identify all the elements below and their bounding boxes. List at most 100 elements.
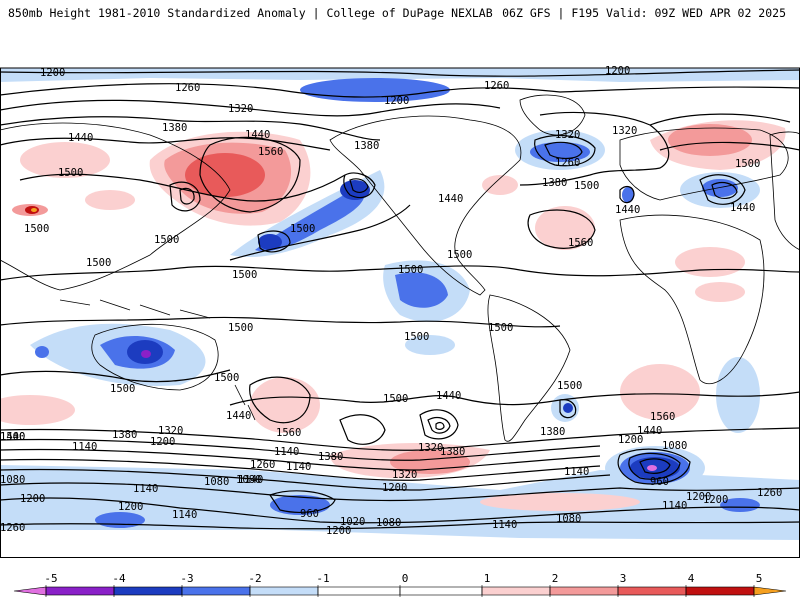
anomaly-area (258, 234, 282, 250)
contour-label: 1260 (757, 487, 782, 499)
anomaly-area (35, 346, 49, 358)
contour-label: 1320 (158, 425, 183, 437)
contour-label: 1380 (162, 122, 187, 134)
contour-label: 1200 (326, 525, 351, 537)
contour-label: 1260 (175, 82, 200, 94)
contour-label: 1500 (58, 167, 83, 179)
contour-line (0, 438, 601, 461)
map-title: 850mb Height 1981-2010 Standardized Anom… (8, 6, 493, 20)
contour-label: 1200 (605, 65, 630, 77)
colorbar-segment (685, 586, 755, 596)
contour-label: 1380 (318, 451, 343, 463)
colorbar-segment (481, 586, 551, 596)
contour-label: 1080 (556, 513, 581, 525)
north-america-coast (329, 115, 522, 296)
anomaly-area (250, 377, 320, 433)
contour-line (229, 204, 411, 261)
contour-label: 1500 (214, 372, 239, 384)
contour-line (527, 209, 596, 249)
anomaly-area (695, 282, 745, 302)
contour-line (659, 141, 800, 151)
contour-label: 1500 (24, 223, 49, 235)
contour-line (0, 369, 231, 383)
contour-label: 1500 (574, 180, 599, 192)
contour-labels: 1200 1200 1260 1320 1380 1440 1440 1500 … (0, 65, 782, 537)
contour-label: 1140 (564, 466, 589, 478)
anomaly-area (702, 179, 738, 197)
colorbar-tick-label: -3 (180, 572, 193, 585)
contour-line (0, 137, 331, 151)
anomaly-area (482, 175, 518, 195)
contour-label: 1260 (484, 80, 509, 92)
anomaly-area (716, 357, 760, 433)
contour-label: 1440 (436, 390, 461, 402)
contour-label: 1080 (0, 474, 25, 486)
contour-line (619, 185, 635, 204)
colorbar-tick-label: 1 (484, 572, 491, 585)
contour-label: 1500 (557, 380, 582, 392)
contour-line (519, 111, 670, 186)
contour-line (179, 187, 195, 205)
contour-line (0, 69, 800, 77)
contour-label: 1440 (615, 204, 640, 216)
anomaly-area (20, 142, 110, 178)
colorbar-segment (45, 586, 115, 596)
contour-label: 1140 (286, 461, 311, 473)
contour-label: 1320 (418, 442, 443, 454)
anomaly-area (563, 403, 573, 413)
anomaly-area (340, 180, 370, 200)
anomaly-area (405, 335, 455, 355)
colorbar-tick-label: -5 (44, 572, 57, 585)
contour-line (0, 427, 800, 451)
contour-label: 1200 (118, 501, 143, 513)
contour-line (419, 409, 459, 440)
contour-label: 1500 (290, 223, 315, 235)
contour-label: 1560 (650, 411, 675, 423)
contour-label: 1260 (555, 157, 580, 169)
height-contours (0, 69, 800, 530)
contour-label: 1500 (86, 257, 111, 269)
contour-line (699, 174, 746, 205)
anomaly-area (668, 124, 752, 156)
contour-label: 1080 (204, 476, 229, 488)
anomaly-area (675, 247, 745, 277)
contour-label: 1440 (730, 202, 755, 214)
colorbar-segment (399, 586, 483, 596)
colorbar-right-arrow (753, 586, 787, 596)
contour-line (649, 113, 791, 126)
contour-line (199, 136, 301, 213)
contour-label: 1320 (555, 129, 580, 141)
contour-label: 1260 (250, 459, 275, 471)
contour-line (343, 172, 376, 199)
colorbar-segment (249, 586, 319, 596)
contour-label: 1200 (40, 67, 65, 79)
colorbar-segment (181, 586, 251, 596)
contour-label: 1380 (440, 446, 465, 458)
contour-label: 1500 (404, 331, 429, 343)
contour-label: 1500 (383, 393, 408, 405)
contour-line (559, 399, 577, 419)
anomaly-area (85, 190, 135, 210)
south-america-coast (487, 294, 571, 442)
contour-label: 1140 (72, 441, 97, 453)
contour-label: 1140 (662, 500, 687, 512)
contour-label: 1200 (618, 434, 643, 446)
contour-label: 1380 (540, 426, 565, 438)
anomaly-area (620, 364, 700, 420)
europe-coast (619, 127, 789, 201)
contour-label: 1500 (0, 431, 25, 443)
anomaly-area (720, 498, 760, 512)
greenland-coast (519, 94, 586, 136)
contour-line (427, 416, 451, 434)
anomaly-area (31, 208, 37, 212)
contour-line (0, 468, 611, 491)
anomaly-area (255, 185, 365, 252)
colorbar-tick-label: -4 (112, 572, 126, 585)
contour-label: 1440 (245, 129, 270, 141)
contour-line (0, 458, 601, 481)
contour-label: 1560 (276, 427, 301, 439)
contour-label: 1140 (492, 519, 517, 531)
contour-label: 1380 (112, 429, 137, 441)
colorbar-tick-label: 5 (756, 572, 763, 585)
colorbar-segment (549, 586, 619, 596)
